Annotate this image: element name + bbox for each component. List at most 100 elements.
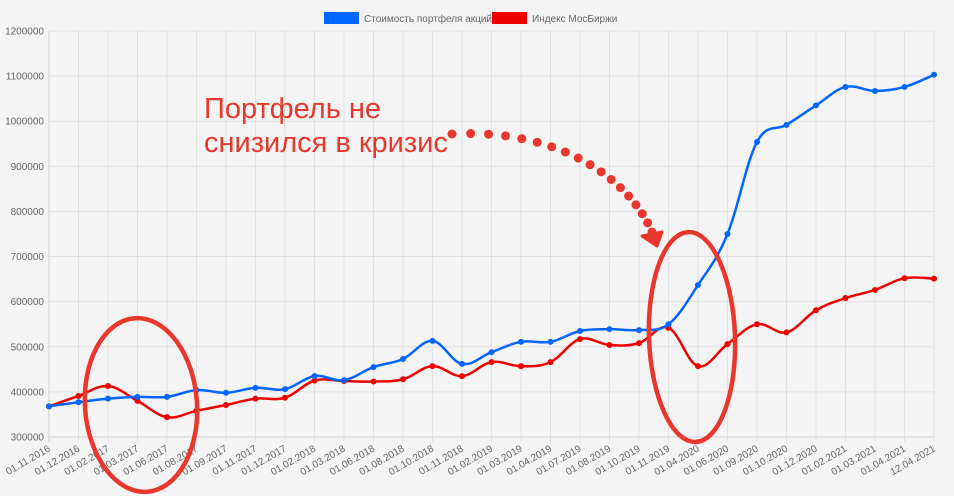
data-point: [341, 377, 347, 384]
data-point: [842, 295, 849, 302]
annotation-dot: [585, 160, 595, 170]
data-point: [931, 275, 937, 282]
legend-item-moex[interactable]: Индекс МосБиржи: [492, 12, 617, 25]
data-point: [400, 376, 406, 383]
data-point: [400, 355, 406, 362]
data-point: [488, 349, 495, 356]
y-tick-label: 1200000: [5, 27, 44, 38]
data-point: [547, 338, 554, 345]
data-point: [695, 281, 701, 288]
data-point: [282, 386, 288, 393]
annotation-dot: [596, 167, 606, 177]
data-point: [754, 138, 760, 145]
data-point: [105, 383, 111, 390]
data-point: [311, 373, 318, 380]
annotation-dot: [643, 218, 653, 228]
data-point: [252, 384, 259, 391]
annotation-dot: [484, 129, 494, 139]
data-point: [547, 359, 554, 366]
legend-label-portfolio: Стоимость портфеля акций: [364, 13, 492, 25]
annotation-dot: [466, 129, 476, 139]
data-point: [577, 327, 583, 334]
data-point: [665, 321, 672, 328]
data-point: [577, 336, 583, 343]
y-tick-label: 400000: [11, 387, 45, 398]
y-tick-label: 1000000: [5, 117, 44, 128]
annotation-text-line2: снизился в кризис: [204, 127, 448, 159]
data-point: [105, 395, 111, 402]
annotation-dot: [517, 134, 527, 144]
data-point: [636, 340, 642, 347]
data-point: [842, 83, 849, 90]
data-point: [813, 102, 819, 109]
data-point: [636, 327, 642, 334]
legend-label-moex: Индекс МосБиржи: [532, 14, 617, 25]
data-point: [872, 286, 878, 293]
y-tick-label: 300000: [11, 433, 45, 444]
data-point: [311, 377, 318, 384]
data-point: [518, 338, 524, 345]
annotations: Портфель не снизился в кризис: [82, 93, 738, 495]
data-point: [813, 307, 819, 314]
y-tick-label: 700000: [11, 252, 45, 263]
data-point: [370, 378, 377, 385]
data-point: [783, 329, 790, 336]
annotation-text-line1: Портфель не: [204, 93, 381, 125]
data-point: [429, 337, 436, 344]
legend-item-portfolio[interactable]: Стоимость портфеля акций: [324, 12, 492, 25]
data-point: [783, 121, 790, 128]
y-tick-label: 1100000: [6, 72, 45, 83]
annotation-dot: [631, 200, 641, 210]
data-point: [695, 363, 701, 370]
data-point: [754, 321, 760, 328]
data-point: [931, 71, 937, 78]
data-point: [459, 373, 465, 380]
data-point: [901, 83, 908, 90]
data-point: [872, 87, 878, 94]
data-point: [724, 231, 731, 237]
annotation-dot: [606, 174, 616, 184]
data-point: [282, 394, 288, 401]
data-point: [223, 401, 229, 408]
data-point: [223, 389, 229, 396]
grid: [48, 30, 935, 442]
annotation-dot: [573, 153, 583, 163]
data-point: [370, 364, 377, 371]
data-point: [724, 341, 731, 348]
data-point: [164, 414, 170, 421]
annotation-dot: [447, 129, 457, 139]
data-point: [429, 363, 436, 370]
annotation-dot: [532, 137, 542, 147]
y-tick-label: 800000: [11, 207, 45, 218]
y-tick-label: 500000: [11, 342, 45, 353]
annotation-dot: [615, 183, 625, 193]
data-point: [252, 395, 259, 402]
legend-swatch-portfolio: [324, 12, 359, 24]
annotation-arrowhead: [640, 230, 664, 248]
y-tick-label: 600000: [11, 297, 45, 308]
data-point: [488, 359, 495, 366]
annotation-dot: [637, 209, 647, 219]
data-point: [75, 399, 82, 406]
annotation-dot: [501, 131, 511, 141]
data-point: [606, 341, 613, 348]
data-point: [901, 275, 908, 282]
legend[interactable]: Стоимость портфеля акций Индекс МосБиржи: [324, 12, 617, 25]
annotation-dot: [560, 147, 570, 157]
annotation-ellipse-2020: [646, 229, 738, 445]
data-point: [75, 392, 82, 399]
data-point: [134, 393, 141, 400]
annotation-dotted-arrow: [447, 129, 664, 248]
annotation-ellipse-2017: [82, 315, 200, 495]
x-axis: 01.11.201601.12.201601.02.201701.03.2017…: [4, 443, 938, 478]
data-point: [164, 393, 170, 400]
y-tick-label: 900000: [11, 162, 45, 173]
legend-swatch-moex: [492, 12, 527, 24]
data-point: [518, 363, 524, 370]
annotation-dot: [624, 191, 634, 201]
data-point: [606, 326, 613, 333]
data-point: [459, 360, 465, 367]
y-axis: 300000 400000 500000 600000 700000 800000 9000…: [5, 27, 44, 444]
data-point: [46, 403, 52, 410]
